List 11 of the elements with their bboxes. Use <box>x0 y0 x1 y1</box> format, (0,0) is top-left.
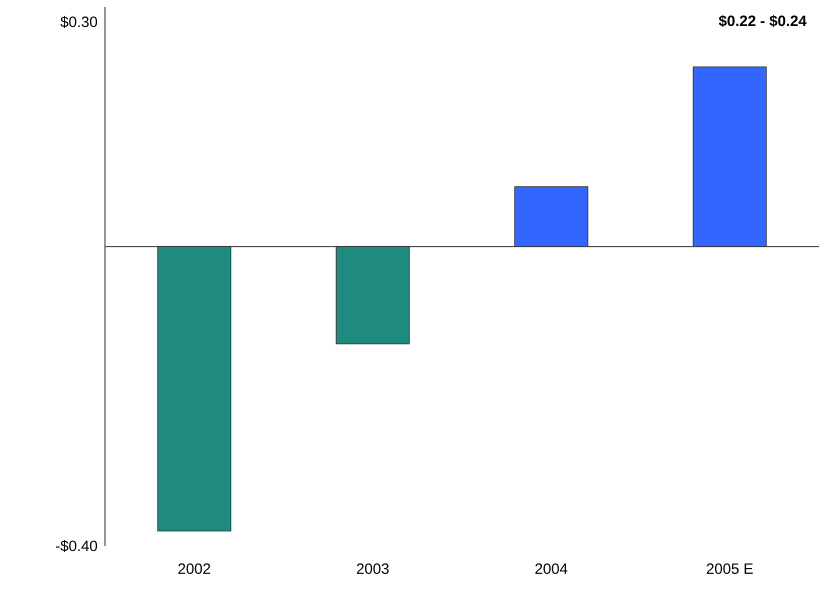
bar <box>157 246 232 532</box>
y-tick-label: $0.30 <box>60 16 98 28</box>
y-tick-label: -$0.40 <box>56 540 98 552</box>
x-tick-label: 2003 <box>356 563 389 574</box>
x-tick-label: 2002 <box>178 563 210 574</box>
x-tick-label: 2005 E <box>706 563 753 574</box>
bar <box>336 246 410 344</box>
annotation: $0.22 - $0.24 <box>718 14 807 28</box>
x-tick-label: 2004 <box>535 563 568 574</box>
bar <box>692 66 767 247</box>
bar <box>514 186 588 247</box>
